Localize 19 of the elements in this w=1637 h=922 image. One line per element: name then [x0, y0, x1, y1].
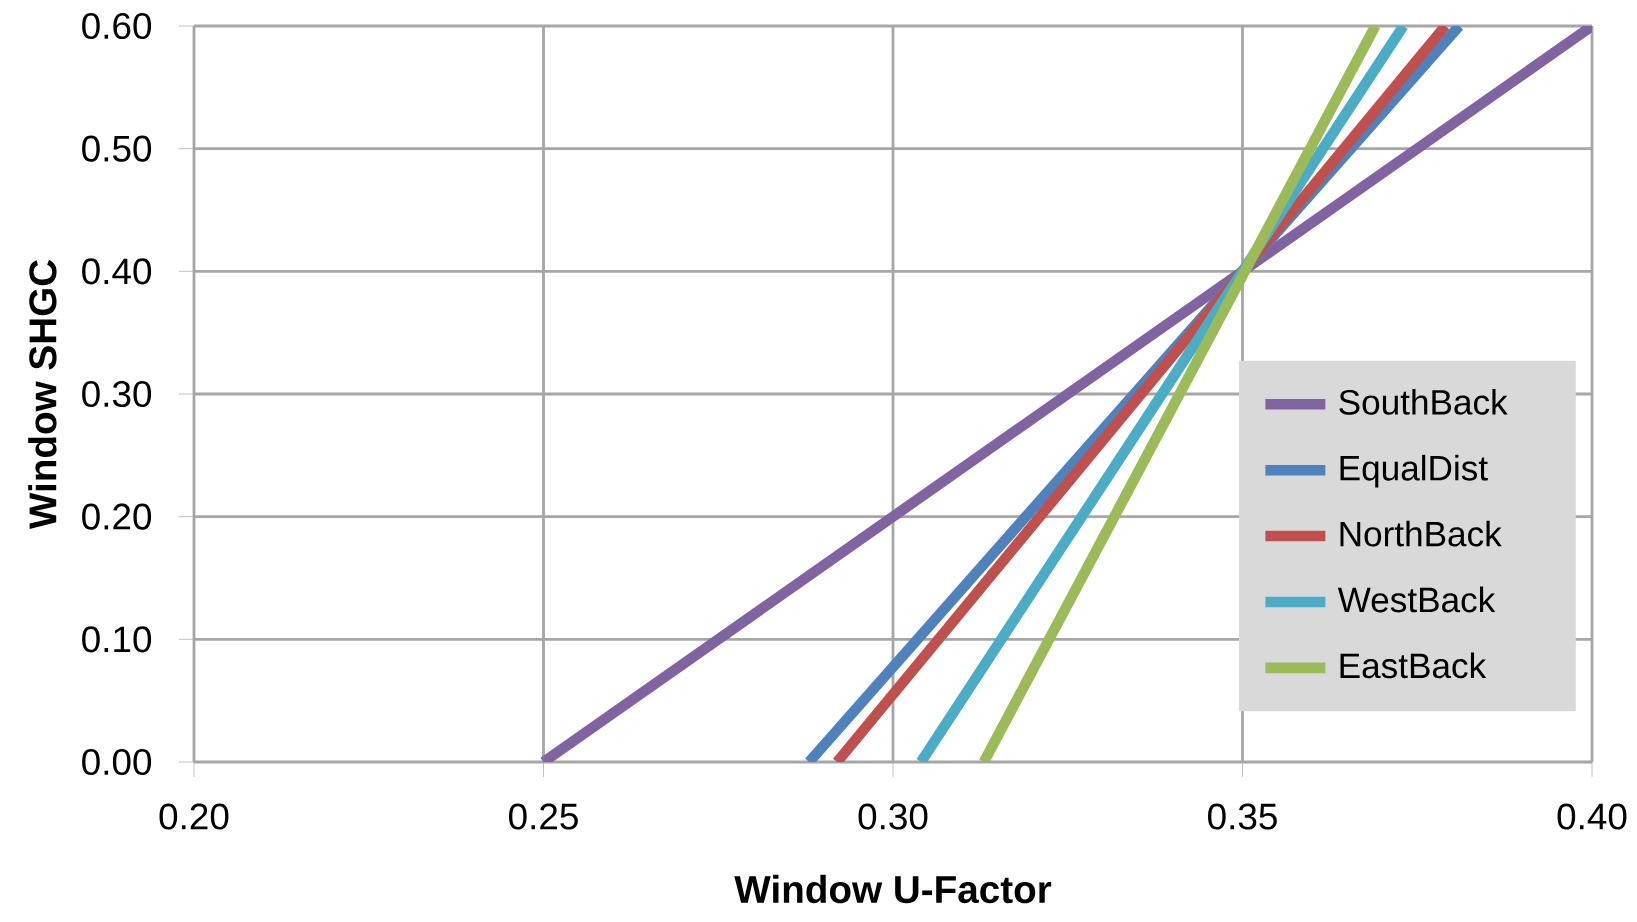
- y-tick-label: 0.00: [82, 748, 152, 776]
- legend-label: WestBack: [1337, 586, 1496, 613]
- x-tick-label: 0.40: [1557, 803, 1627, 830]
- y-tick-label: 0.30: [82, 380, 152, 408]
- y-tick-label: 0.10: [82, 626, 152, 653]
- y-tick-label: 0.60: [82, 12, 152, 40]
- x-tick-label: 0.35: [1208, 803, 1277, 830]
- y-tick-label: 0.50: [82, 135, 152, 162]
- legend-label: EqualDist: [1340, 454, 1488, 488]
- x-tick-label: 0.30: [858, 803, 928, 830]
- x-tick-label: 0.25: [509, 803, 578, 830]
- legend-label: NorthBack: [1340, 520, 1502, 547]
- legend-label: EastBack: [1340, 652, 1487, 679]
- y-tick-label: 0.20: [82, 503, 152, 530]
- legend-label: SouthBack: [1339, 388, 1508, 415]
- x-tick-label: 0.20: [159, 803, 229, 830]
- x-axis-title: Window U-Factor: [734, 874, 1052, 904]
- y-axis-title: Window SHGC: [28, 259, 57, 530]
- y-tick-label: 0.40: [82, 258, 152, 285]
